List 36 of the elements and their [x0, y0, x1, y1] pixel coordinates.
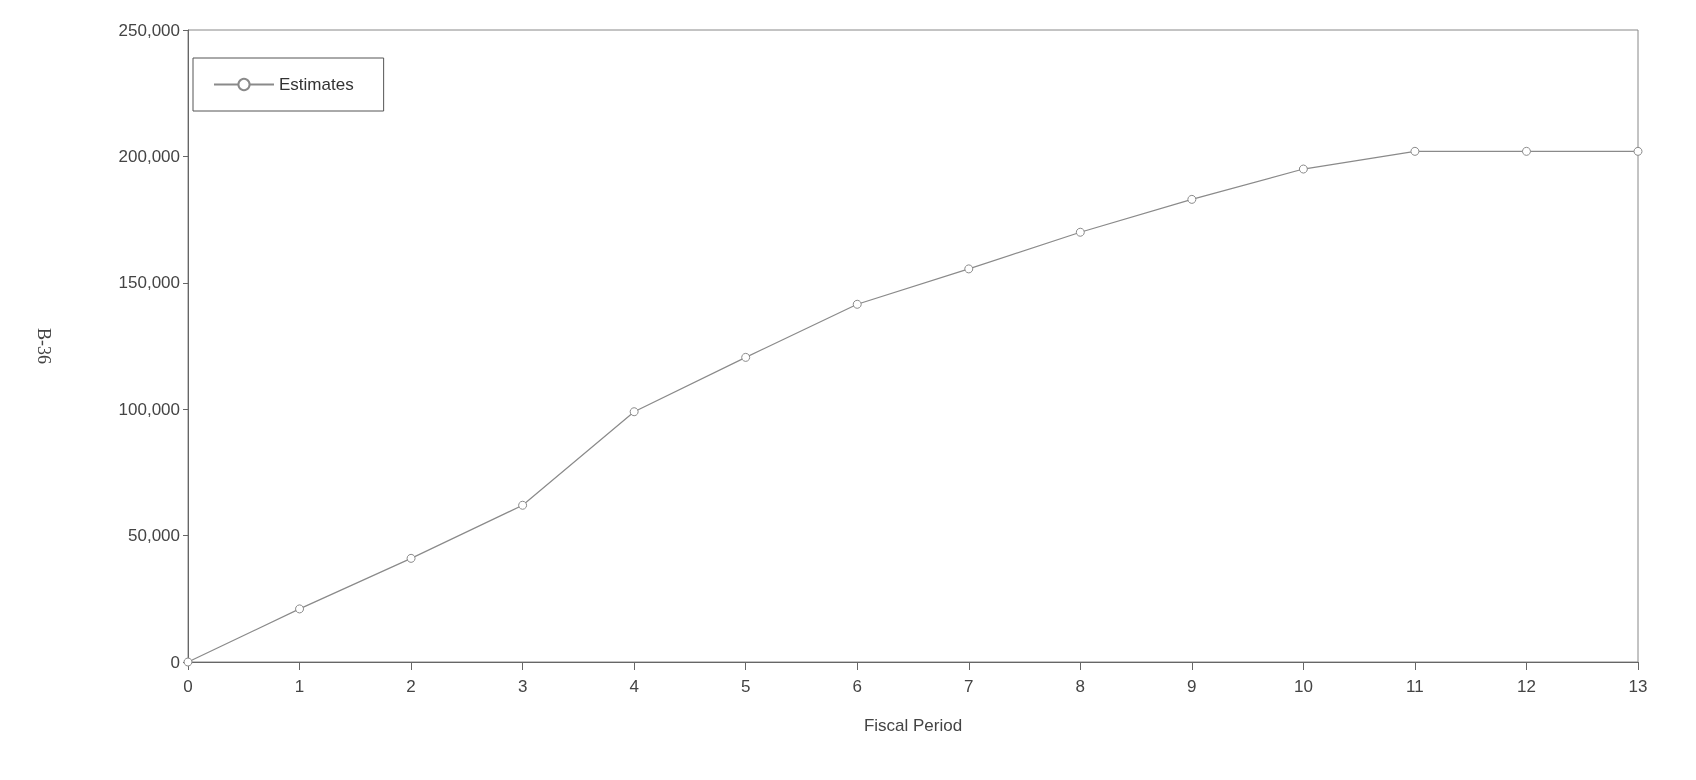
x-tick-label: 5 [740, 677, 751, 696]
point [629, 407, 639, 417]
point [406, 553, 416, 563]
x-tick-label: 3 [517, 677, 528, 696]
point [741, 352, 751, 362]
legend-label: Estimates [279, 75, 354, 94]
point [1075, 227, 1085, 237]
x-tick-label: 11 [1406, 677, 1424, 696]
y-tick-label: 50,000 [128, 526, 180, 546]
x-tick-label: 7 [964, 677, 974, 696]
point [295, 604, 305, 614]
point [852, 299, 862, 309]
x-tick-label: 1 [294, 677, 305, 696]
y-tick-label: 100,000 [118, 399, 180, 419]
x-tick-label: 9 [1187, 677, 1197, 696]
y-tick-label: 200,000 [118, 146, 180, 166]
y-tick-label: 150,000 [118, 273, 180, 293]
point [1410, 146, 1420, 156]
y-tick-label: 0 [170, 652, 180, 672]
x-tick-label: 10 [1293, 677, 1313, 696]
x-tick-label: 6 [852, 677, 862, 696]
x-tick-label: 2 [406, 677, 416, 696]
point [518, 500, 528, 510]
x-tick-label: 0 [183, 677, 193, 696]
point [1187, 194, 1197, 204]
point [964, 264, 974, 274]
x-axis-title: Fiscal Period [863, 716, 963, 735]
x-tick-label: 4 [629, 677, 639, 696]
x-tick-label: 8 [1075, 677, 1086, 696]
point [1633, 146, 1643, 156]
x-tick-label: 13 [1628, 677, 1648, 696]
x-tick-label: 12 [1517, 677, 1536, 696]
point [1298, 164, 1308, 174]
point [1521, 146, 1531, 156]
y-axis-title: B-36 [34, 328, 54, 364]
y-tick-label: 250,000 [118, 20, 180, 40]
